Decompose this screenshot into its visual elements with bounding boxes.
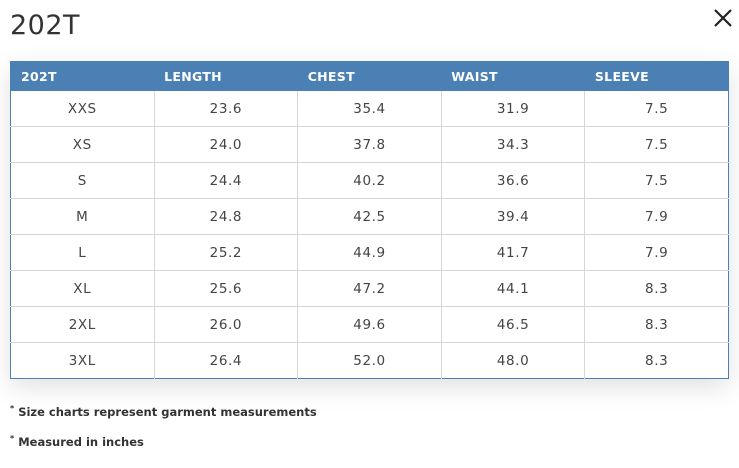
table-cell: 8.3 [584, 306, 729, 343]
footnote-text: Size charts represent garment measuremen… [18, 404, 317, 419]
size-chart-body: XXS 23.6 35.4 31.9 7.5 XS 24.0 37.8 34.3… [10, 91, 729, 379]
table-cell: 44.1 [441, 270, 586, 307]
table-cell: 49.6 [297, 306, 442, 343]
size-chart-title: 202T [10, 10, 81, 41]
table-cell: 44.9 [297, 234, 442, 271]
table-cell: 23.6 [154, 91, 299, 127]
table-cell: 24.8 [154, 198, 299, 235]
table-cell: 34.3 [441, 126, 586, 163]
table-cell: 25.6 [154, 270, 299, 307]
size-chart-table-container: 202T LENGTH CHEST WAIST SLEEVE XXS 23.6 … [10, 61, 729, 379]
column-header: WAIST [441, 61, 585, 91]
table-cell: 26.4 [154, 342, 299, 379]
table-cell: XS [10, 126, 155, 163]
table-cell: 24.0 [154, 126, 299, 163]
table-cell: 46.5 [441, 306, 586, 343]
footnote-inches: * Measured in inches [10, 434, 144, 449]
table-cell: 25.2 [154, 234, 299, 271]
table-row: M 24.8 42.5 39.4 7.9 [10, 198, 729, 235]
column-header: CHEST [297, 61, 442, 91]
table-cell: 48.0 [441, 342, 586, 379]
table-cell: 8.3 [645, 352, 669, 369]
footnote-text: Measured in inches [18, 434, 144, 449]
close-icon[interactable] [710, 5, 736, 31]
table-cell: 52.0 [297, 342, 442, 379]
table-cell: 7.5 [584, 162, 729, 199]
table-cell: 37.8 [297, 126, 442, 163]
table-cell: 3XL [10, 342, 155, 379]
column-header: 202T [10, 61, 155, 91]
table-cell: 7.5 [584, 91, 729, 127]
table-cell: M [10, 198, 155, 235]
table-row: S 24.4 40.2 36.6 7.5 [10, 162, 729, 199]
column-header: LENGTH [154, 61, 298, 91]
table-cell: 47.2 [297, 270, 442, 307]
table-cell: 40.2 [297, 162, 442, 199]
footnote-asterisk: * [10, 434, 15, 443]
table-cell: 35.4 [297, 91, 442, 127]
table-cell: 2XL [10, 306, 155, 343]
footnote-asterisk: * [10, 404, 15, 413]
column-header: SLEEVE [584, 61, 729, 91]
table-row: L 25.2 44.9 41.7 7.9 [10, 234, 729, 271]
table-cell: 41.7 [441, 234, 586, 271]
table-cell: 24.4 [154, 162, 299, 199]
table-row: XS 24.0 37.8 34.3 7.5 [10, 126, 729, 163]
table-cell: S [10, 162, 155, 199]
footnote-garment: * Size charts represent garment measurem… [10, 404, 317, 419]
table-cell: 7.5 [584, 126, 729, 163]
table-row: 2XL 26.0 49.6 46.5 8.3 [10, 306, 729, 343]
table-header-row: 202T LENGTH CHEST WAIST SLEEVE [10, 61, 729, 91]
table-cell: 26.0 [154, 306, 299, 343]
table-cell: 39.4 [441, 198, 586, 235]
table-cell: 8.3 [584, 270, 729, 307]
table-cell: L [10, 234, 155, 271]
table-cell: XL [10, 270, 155, 307]
table-row: XXS 23.6 35.4 31.9 7.5 [10, 91, 729, 127]
table-cell: XXS [10, 91, 155, 127]
table-cell: 7.9 [584, 234, 729, 271]
table-cell: 36.6 [441, 162, 586, 199]
table-cell: 42.5 [297, 198, 442, 235]
table-row: XL 25.6 47.2 44.1 8.3 [10, 270, 729, 307]
size-chart-table: 202T LENGTH CHEST WAIST SLEEVE XXS 23.6 … [10, 61, 729, 379]
table-cell: 31.9 [441, 91, 586, 127]
table-cell: 7.9 [584, 198, 729, 235]
table-row: 3XL 26.4 52.0 48.0 8.3 [10, 342, 729, 379]
